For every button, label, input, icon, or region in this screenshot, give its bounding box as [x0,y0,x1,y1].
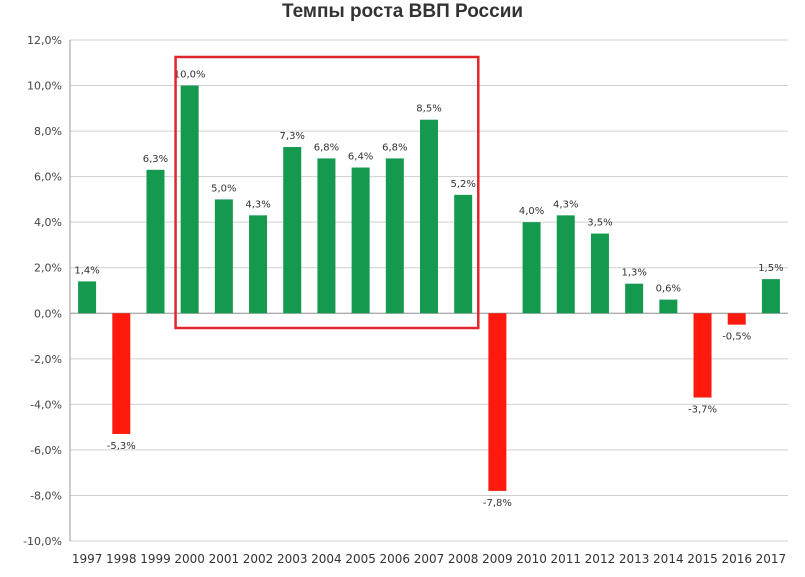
data-label-2017: 1,5% [758,263,783,274]
data-label-1997: 1,4% [74,265,99,276]
x-tick-label-2012: 2012 [585,552,616,566]
bar-2010 [522,222,541,314]
x-tick-label-2014: 2014 [653,552,684,566]
y-tick-label: -10,0% [23,535,62,548]
data-label-2005: 6,4% [348,152,373,163]
y-tick-label: -2,0% [30,353,62,366]
x-tick-label-2001: 2001 [209,552,240,566]
x-tick-label-2004: 2004 [311,552,342,566]
bar-2008 [454,194,473,314]
bar-2009 [488,313,507,491]
data-label-2014: 0,6% [656,284,681,295]
x-tick-label-2015: 2015 [687,552,718,566]
chart-title: Темпы роста ВВП России [281,1,524,22]
bar-2014 [659,299,678,314]
y-tick-label: 10,0% [27,80,62,93]
y-tick-label: 6,0% [34,171,62,184]
bar-2006 [385,158,404,314]
x-axis-ticks: 1997 1998 1999 2000 2001 2002 2003 2004 2005 2006… [72,552,786,566]
bars [78,85,780,491]
bar-2017 [761,279,780,314]
data-label-1999: 6,3% [143,154,168,165]
data-label-2002: 4,3% [245,199,270,210]
x-tick-label-2013: 2013 [619,552,650,566]
x-tick-label-2007: 2007 [414,552,445,566]
data-label-2006: 6,8% [382,142,407,153]
bar-2003 [283,147,302,314]
data-label-2004: 6,8% [314,142,339,153]
bar-2013 [625,283,644,314]
x-tick-label-2017: 2017 [756,552,787,566]
y-tick-label: 12,0% [27,34,62,47]
bar-2000 [180,85,199,314]
data-label-2000: 10,0% [174,70,206,81]
y-tick-label: 8,0% [34,125,62,138]
bar-1999 [146,169,165,314]
data-label-2009: -7,8% [483,498,512,509]
y-tick-label: 2,0% [34,262,62,275]
x-tick-label-2008: 2008 [448,552,479,566]
data-label-2003: 7,3% [280,131,305,142]
x-tick-label-1998: 1998 [106,552,137,566]
y-axis-ticks: 12,0% 10,0% 8,0% 6,0% 4,0% 2,0% 0,0% -2,0% -4,0%… [23,34,62,548]
highlight-overlay [174,55,480,330]
bar-2002 [249,215,268,314]
data-label-2001: 5,0% [211,183,236,194]
y-tick-label: 0,0% [34,307,62,320]
highlight-box [174,55,480,330]
data-label-2007: 8,5% [416,104,441,115]
bar-2012 [590,233,609,314]
y-tick-label: -6,0% [30,444,62,457]
data-label-2013: 1,3% [621,268,646,279]
x-tick-label-2009: 2009 [482,552,513,566]
x-tick-label-1997: 1997 [72,552,103,566]
x-tick-label-1999: 1999 [140,552,171,566]
x-tick-label-2003: 2003 [277,552,308,566]
data-label-2010: 4,0% [519,206,544,217]
y-tick-label: -8,0% [30,489,62,502]
y-tick-label: 4,0% [34,216,62,229]
x-tick-label-2002: 2002 [243,552,274,566]
data-label-2008: 5,2% [450,179,475,190]
x-tick-label-2005: 2005 [345,552,376,566]
bar-2004 [317,158,336,314]
x-tick-label-2016: 2016 [721,552,752,566]
data-labels: 1,4% -5,3% 6,3% 10,0% 5,0% 4,3% 7,3% 6,8% 6,4% 6,… [74,70,783,509]
x-tick-label-2006: 2006 [380,552,411,566]
data-label-1998: -5,3% [107,441,136,452]
data-label-2015: -3,7% [688,405,717,416]
bar-1998 [112,313,131,434]
bar-2016 [727,313,746,325]
bar-1997 [78,281,97,314]
y-tick-label: -4,0% [30,398,62,411]
x-tick-label-2011: 2011 [550,552,581,566]
data-label-2011: 4,3% [553,199,578,210]
data-label-2012: 3,5% [587,218,612,229]
bar-2007 [420,119,438,314]
x-tick-label-2000: 2000 [174,552,205,566]
bar-2001 [214,199,233,314]
data-label-2016: -0,5% [722,332,751,343]
bar-2011 [556,215,575,314]
bar-2005 [351,167,370,314]
x-tick-label-2010: 2010 [516,552,547,566]
bar-2015 [693,313,712,398]
